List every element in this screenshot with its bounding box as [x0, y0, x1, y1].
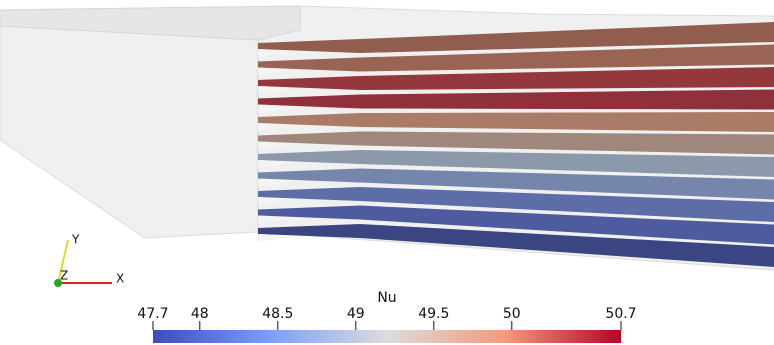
axis-x-label: X: [116, 272, 124, 286]
render-view: X Y Z Nu 47.7 48 48.5 49 49.5 50 50.7: [0, 0, 774, 345]
color-bar: [153, 330, 621, 343]
legend-title: Nu: [377, 290, 396, 306]
color-legend: Nu 47.7 48 48.5 49 49.5 50 50.7: [137, 290, 636, 343]
tick-label: 47.7: [137, 306, 168, 322]
tick-label: 48: [191, 306, 209, 322]
tick-label: 48.5: [262, 306, 293, 322]
axis-z-label: Z: [60, 269, 68, 283]
tick-label: 50: [503, 306, 521, 322]
orientation-axes: X Y Z: [54, 233, 124, 288]
tick-label: 49: [347, 306, 365, 322]
axis-y-label: Y: [71, 233, 80, 247]
tick-label: 50.7: [605, 306, 636, 322]
tick-label: 49.5: [418, 306, 449, 322]
